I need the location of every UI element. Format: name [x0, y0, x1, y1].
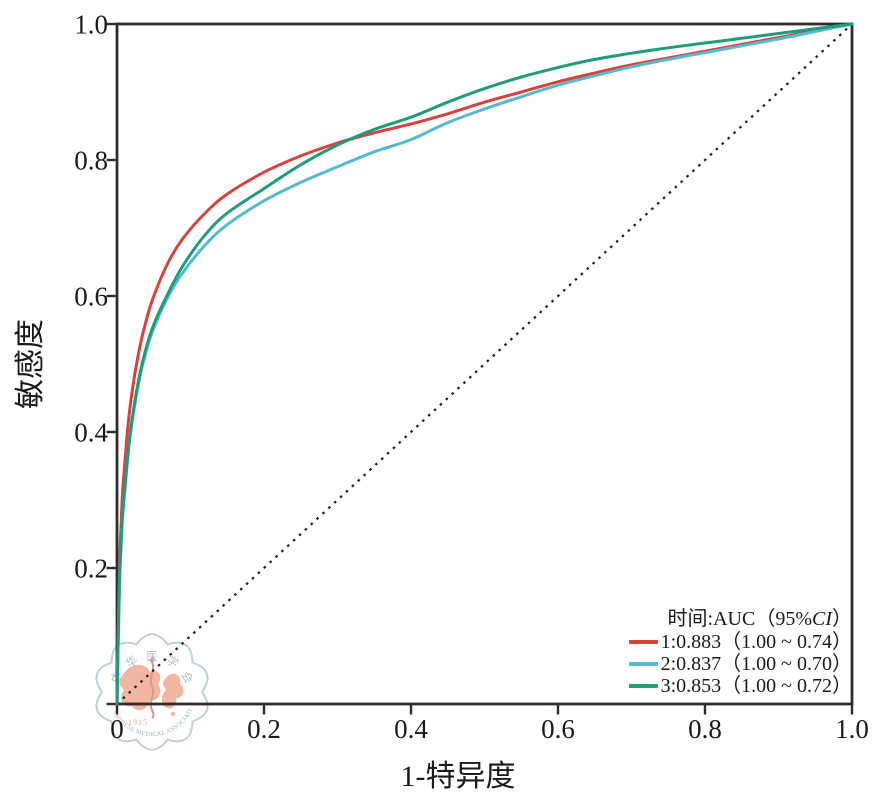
seal-dot — [170, 711, 176, 717]
seal-ring-char: 学 — [164, 653, 181, 671]
legend-entry-1: 1:0.883（1.00 ~ 0.74） — [628, 631, 852, 653]
seal-right-emblem — [161, 673, 184, 709]
roc-curves — [115, 22, 854, 706]
legend-title-ci: CI — [812, 608, 832, 630]
y-tick-label: 0.4 — [74, 418, 108, 448]
plot-border — [115, 22, 854, 706]
seal-staff-head — [149, 657, 155, 663]
legend-swatch-1 — [628, 640, 658, 644]
legend-entry-2: 2:0.837（1.00 ~ 0.70） — [628, 653, 852, 675]
legend-entry-label: 1:0.883（1.00 ~ 0.74） — [660, 631, 852, 653]
seal-ring-char: 医 — [146, 651, 158, 663]
x-tick-label: 0.8 — [688, 714, 722, 744]
legend-title-text: 时间:AUC（95% — [667, 608, 812, 630]
y-tick-label: 0.6 — [74, 282, 108, 312]
legend-title: 时间:AUC（95%CI） — [629, 608, 852, 631]
x-tick-label: 0.6 — [541, 714, 575, 744]
y-tick-label: 0.2 — [74, 554, 108, 584]
x-axis-title: 1-特异度 — [401, 760, 516, 793]
x-tick-label: 0.2 — [247, 714, 281, 744]
seal-scalloped-border — [95, 633, 209, 751]
y-axis-title: 敏感度 — [14, 319, 47, 409]
legend-entry-label: 3:0.853（1.00 ~ 0.72） — [660, 675, 852, 697]
y-tick-label: 1.0 — [74, 10, 108, 40]
seal-year: 1915 — [128, 718, 148, 727]
legend-title-close: ） — [832, 608, 852, 630]
seal-left-emblem — [119, 664, 161, 711]
legend: 时间:AUC（95%CI） 1:0.883（1.00 ~ 0.74） 2:0.83… — [628, 608, 852, 697]
seal-ring-char: 会 — [178, 669, 195, 686]
legend-swatch-3 — [628, 684, 658, 688]
roc-curve-2 — [115, 22, 854, 706]
x-tick-label: 0 — [110, 714, 124, 744]
legend-entry-label: 2:0.837（1.00 ~ 0.70） — [660, 653, 852, 675]
y-tick-label: 0.8 — [74, 146, 108, 176]
roc-curve-1 — [115, 22, 854, 706]
legend-entry-3: 3:0.853（1.00 ~ 0.72） — [628, 675, 852, 697]
x-tick-label: 1.0 — [835, 714, 869, 744]
reference-diagonal — [116, 23, 853, 705]
x-tick-label: 0.4 — [394, 714, 428, 744]
roc-curve-3 — [115, 22, 854, 706]
seal-snake-staff — [149, 661, 155, 719]
legend-swatch-2 — [628, 662, 658, 666]
